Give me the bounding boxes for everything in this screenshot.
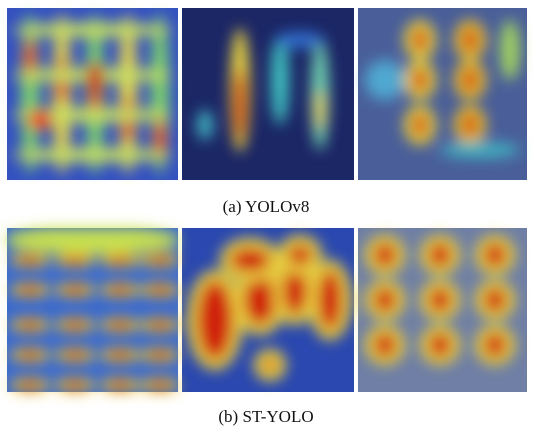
- heat-blob: [413, 28, 427, 52]
- caption: (b) ST-YOLO: [218, 407, 313, 426]
- heat-blob: [463, 113, 477, 137]
- heat-blob: [20, 321, 40, 329]
- heat-blob: [264, 359, 276, 371]
- heat-blob: [374, 333, 396, 357]
- heat-blob: [234, 70, 246, 140]
- heat-blob: [12, 23, 172, 37]
- heat-blob: [463, 28, 477, 52]
- heat-blob: [315, 90, 325, 130]
- heat-blob: [110, 381, 130, 389]
- heat-blob: [20, 286, 40, 294]
- heat-blob: [28, 110, 52, 130]
- heat-blob: [230, 248, 270, 272]
- heat-blob: [365, 60, 405, 100]
- heat-blob: [288, 245, 312, 265]
- heat-blob: [150, 321, 170, 329]
- heat-blob: [429, 243, 451, 267]
- heat-blob: [429, 288, 451, 312]
- heat-blob: [275, 32, 325, 48]
- heat-blob: [413, 68, 427, 92]
- heat-blob: [197, 110, 213, 140]
- heat-blob: [150, 286, 170, 294]
- heat-blob: [374, 243, 396, 267]
- heat-blob: [12, 148, 172, 162]
- heat-blob: [65, 381, 85, 389]
- heat-blob: [150, 381, 170, 389]
- heat-blob: [429, 333, 451, 357]
- heat-blob: [65, 256, 85, 264]
- heat-blob: [150, 256, 170, 264]
- heat-blob: [413, 113, 427, 137]
- heat-blob: [20, 351, 40, 359]
- heat-blob: [65, 286, 85, 294]
- heat-blob: [110, 351, 130, 359]
- caption: (a) YOLOv8: [223, 197, 310, 216]
- heat-blob: [65, 351, 85, 359]
- heat-blob: [374, 288, 396, 312]
- heatmap: [365, 235, 515, 365]
- heat-blob: [110, 321, 130, 329]
- heat-blob: [20, 381, 40, 389]
- heat-blob: [2, 226, 182, 254]
- heat-blob: [150, 351, 170, 359]
- heat-blob: [244, 275, 276, 325]
- heat-blob: [484, 288, 506, 312]
- heat-blob: [318, 270, 342, 330]
- heat-blob: [65, 321, 85, 329]
- heat-blob: [440, 142, 520, 158]
- heat-blob: [110, 286, 130, 294]
- heat-blob: [197, 280, 233, 360]
- heat-blob: [463, 68, 477, 92]
- heat-blob: [110, 256, 130, 264]
- figure: (a) YOLOv8 (b) ST-YOLO: [0, 0, 533, 432]
- heat-blob: [271, 35, 289, 125]
- heat-blob: [484, 333, 506, 357]
- heat-blob: [20, 256, 40, 264]
- heat-blob: [484, 243, 506, 267]
- heat-blob: [87, 62, 103, 98]
- heat-blob: [500, 20, 520, 80]
